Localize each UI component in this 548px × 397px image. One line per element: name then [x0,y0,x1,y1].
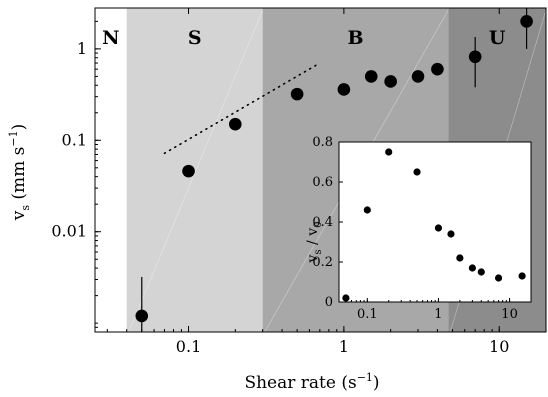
data-point-3 [290,87,304,101]
x-tick-label-2: 10 [489,337,509,356]
inset-data-point-9 [494,274,503,282]
main-y-ticks: 0.01 0.1 1 [51,20,101,333]
data-point-6 [384,75,397,88]
inset-background [339,142,531,302]
y-tick-label-0: 0.01 [51,222,87,241]
inset-y-axis-label: vs / v0 [305,222,324,264]
inset-x-tick-label-2: 10 [501,307,518,322]
main-x-axis-label: Shear rate (s−1) [244,371,379,393]
inset-data-point-6 [456,254,464,262]
region-s-diagonal [128,9,263,333]
inset-data-point-4 [434,224,443,232]
inset-data-point-7 [468,264,476,272]
inset-data-point-5 [447,230,455,238]
inset-y-ticks: 0 0.2 0.4 0.6 0.8 [312,135,343,310]
data-point-8 [431,62,444,76]
inset-x-tick-label-0: 0.1 [357,307,378,322]
data-point-2 [228,117,242,131]
y-tick-label-1: 0.1 [62,130,87,149]
region-n-band [95,8,127,332]
inset-y-tick-label-2: 0.4 [312,215,333,230]
inset-y-tick-label-0: 0 [325,295,333,310]
inset-x-tick-label-1: 1 [434,307,442,322]
main-points [135,8,533,332]
fit-line [163,62,321,155]
data-point-0 [135,309,149,323]
region-label-u: U [489,27,506,49]
x-tick-label-1: 1 [339,337,349,356]
inset-data-point-1 [363,206,371,214]
x-tick-label-0: 0.1 [176,337,201,356]
inset-y-tick-label-3: 0.6 [312,175,333,190]
inset-y-tick-label-4: 0.8 [312,135,333,150]
region-label-n: N [102,27,119,49]
data-point-1 [182,164,195,178]
inset-x-ticks: 0.1 1 10 [338,298,532,322]
inset-points [342,148,526,302]
main-y-axis-label: vs (mm s−1) [7,124,32,222]
inset-y-tick-label-1: 0.2 [312,255,333,270]
data-point-7 [411,70,425,83]
data-point-10 [520,15,533,28]
inset-data-point-10 [518,272,526,280]
main-fit-line-group [163,62,321,155]
main-plot-frame [94,7,547,333]
inset-data-point-8 [477,268,485,276]
inset-chart: 0.1 1 10 0 0.2 0.4 0.6 0.8 vs / v0 [305,135,532,322]
inset-data-point-0 [342,294,350,302]
data-point-4 [337,83,351,96]
main-x-ticks: 0.1 1 10 [106,8,547,356]
inset-data-point-2 [385,148,393,156]
data-point-9 [468,50,482,64]
y-tick-label-2: 1 [77,39,87,58]
data-point-5 [364,70,378,83]
region-label-b: B [347,27,363,49]
region-label-s: S [188,27,202,49]
inset-data-point-3 [413,168,421,176]
